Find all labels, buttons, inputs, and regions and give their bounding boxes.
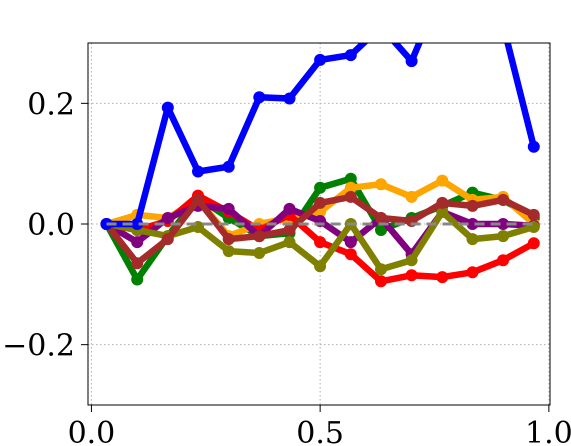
series-2-point xyxy=(497,254,510,267)
series-6-point xyxy=(527,140,540,153)
series-layer xyxy=(100,19,540,288)
series-6-point xyxy=(344,49,357,62)
y-tick-label: −0.2 xyxy=(2,329,75,364)
series-3-point xyxy=(344,236,357,249)
series-4-point xyxy=(375,263,387,276)
series-5-point xyxy=(436,196,449,209)
series-2-point xyxy=(344,248,357,261)
x-tick-label: 0.5 xyxy=(296,416,344,446)
series-6-point xyxy=(405,55,418,68)
series-0-point xyxy=(375,224,387,236)
series-5-point xyxy=(497,193,510,206)
series-2-point xyxy=(375,275,387,288)
ticks: 0.0 0.5 1.0 −0.2 0.0 0.2 xyxy=(2,87,571,446)
series-4-point xyxy=(466,233,479,246)
series-3-point xyxy=(131,236,144,249)
series-2-point xyxy=(405,269,418,282)
x-tick-label: 0.0 xyxy=(68,416,116,446)
series-5-point xyxy=(375,212,387,224)
series-0-point xyxy=(344,172,357,185)
x-tick-label: 1.0 xyxy=(525,416,571,446)
series-6-point xyxy=(497,19,509,31)
y-tick-label: 0.2 xyxy=(27,87,75,122)
series-6-point xyxy=(192,165,204,178)
series-4-point xyxy=(253,247,266,259)
series-2-point xyxy=(466,266,479,279)
series-1-point xyxy=(405,190,418,203)
series-3-point xyxy=(497,218,510,230)
series-6-point xyxy=(161,101,174,114)
series-4-point xyxy=(436,205,449,218)
series-6-point xyxy=(253,91,266,104)
y-tick-label: 0.0 xyxy=(27,208,75,243)
series-5-point xyxy=(344,190,357,203)
series-2-point xyxy=(314,236,327,249)
series-5-point xyxy=(192,193,204,206)
series-6-point xyxy=(314,53,327,66)
series-4-point xyxy=(497,230,510,243)
series-6-point xyxy=(131,218,144,230)
series-4-point xyxy=(222,245,235,258)
series-0-point xyxy=(131,273,144,286)
series-0-point xyxy=(314,181,327,194)
series-5-point xyxy=(253,230,266,243)
series-1-point xyxy=(436,174,449,187)
series-3-point xyxy=(466,218,479,230)
series-5-point xyxy=(466,199,479,212)
series-6-point xyxy=(283,92,296,105)
series-5-point xyxy=(222,233,235,246)
series-5-point xyxy=(131,257,144,270)
series-6-point xyxy=(222,160,235,173)
series-1-point xyxy=(375,178,387,191)
series-2-point xyxy=(436,271,449,284)
series-3-point xyxy=(222,202,235,215)
series-1-point xyxy=(344,181,357,194)
series-4-point xyxy=(405,254,418,267)
series-5-point xyxy=(314,196,327,209)
series-3-point xyxy=(283,202,296,215)
series-4-point xyxy=(314,260,327,273)
series-3-point xyxy=(161,212,174,224)
series-5-point xyxy=(283,224,296,236)
series-6-point xyxy=(100,218,113,230)
series-2-point xyxy=(527,237,540,250)
series-5-point xyxy=(161,233,174,246)
series-5-point xyxy=(527,208,540,221)
series-4-point xyxy=(283,236,296,249)
series-6-point xyxy=(375,21,387,33)
